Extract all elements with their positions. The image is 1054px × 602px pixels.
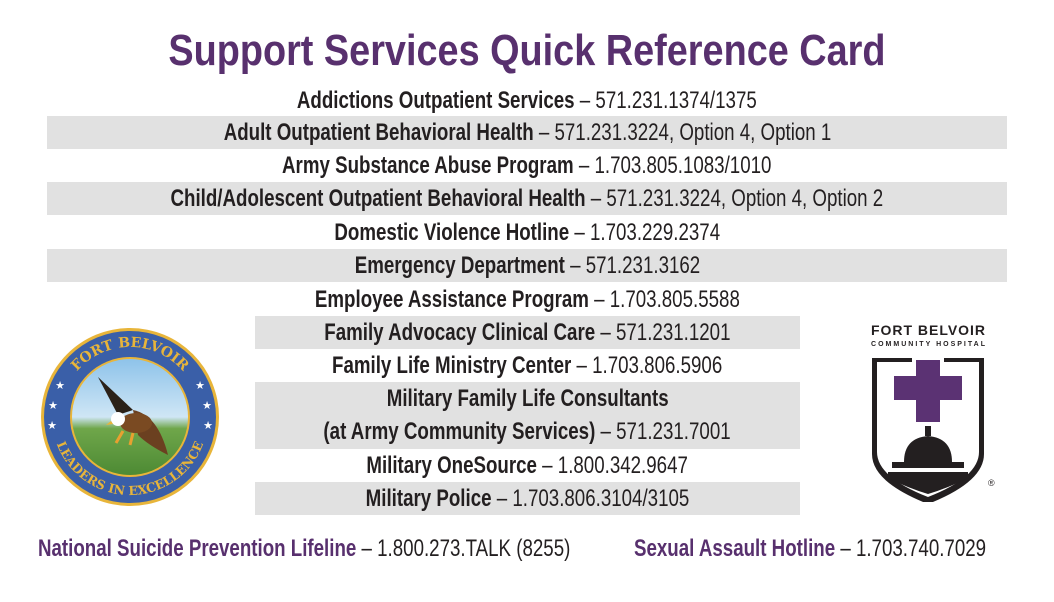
service-number: 571.231.1201 [616,319,731,346]
service-number: 1.703.229.2374 [589,219,720,246]
service-row-adult-bh: Adult Outpatient Behavioral Health – 571… [47,116,1007,149]
footer-number: 1.703.740.7029 [855,535,987,562]
service-number: 571.231.1374/1375 [595,87,757,114]
sep: – [568,219,590,246]
sep: – [537,452,559,479]
service-row-emergency: Emergency Department – 571.231.3162 [47,249,1007,282]
footer-suicide-lifeline: National Suicide Prevention Lifeline – 1… [38,532,721,566]
svg-text:★: ★ [195,380,205,392]
eagle-icon [98,377,168,455]
service-row-eap: Employee Assistance Program – 1.703.805.… [47,283,1007,316]
sep: – [571,352,593,379]
sep: – [574,87,596,114]
sep: – [585,185,607,212]
service-number: 571.231.3224, Option 4, Option 1 [553,119,831,146]
service-name: Military OneSource [366,452,538,479]
star-icons: ★ ★ ★ ★ ★ ★ [47,380,213,432]
service-name: Family Advocacy Clinical Care [324,319,596,346]
footer-name: Sexual Assault Hotline [634,535,836,562]
service-number: 1.703.806.3104/3105 [512,485,690,512]
service-number: 571.231.3224, Option 4, Option 2 [606,185,884,212]
svg-text:★: ★ [48,400,58,412]
service-row-dv-hotline: Domestic Violence Hotline – 1.703.229.23… [47,216,1007,249]
svg-text:★: ★ [47,420,57,432]
capitol-dome-icon [888,426,968,494]
sep: – [491,485,513,512]
service-name: Military Police [365,485,492,512]
sep: – [564,252,586,279]
sep: – [835,535,856,562]
service-row-military-police: Military Police – 1.703.806.3104/3105 [255,482,800,515]
service-row-family-life-ministry: Family Life Ministry Center – 1.703.806.… [255,349,800,382]
hospital-logo-line1: FORT BELVOIR [871,322,985,338]
page-title: Support Services Quick Reference Card [168,26,886,75]
svg-text:★: ★ [202,400,212,412]
service-name: Employee Assistance Program [314,286,589,313]
sep: – [356,535,378,562]
cross-icon [894,360,962,422]
service-row-asap: Army Substance Abuse Program – 1.703.805… [47,149,1007,182]
service-name: Military Family Life Consultants [386,385,669,412]
service-number: 571.231.7001 [616,418,732,445]
service-row-onesource: Military OneSource – 1.800.342.9647 [255,449,800,482]
sep: – [533,119,554,146]
service-number: 571.231.3162 [585,252,700,279]
service-name: Army Substance Abuse Program [282,152,574,179]
fort-belvoir-seal-logo: FORT BELVOIR LEADERS IN EXCELLENCE ★★★ ★… [41,328,219,506]
service-name: Child/Adolescent Outpatient Behavioral H… [170,185,586,212]
registered-mark: ® [988,478,995,488]
hospital-logo: FORT BELVOIR COMMUNITY HOSPITAL ® [871,322,995,502]
sep: – [595,418,617,445]
footer-name: National Suicide Prevention Lifeline [38,535,357,562]
hospital-logo-line2: COMMUNITY HOSPITAL [871,341,986,348]
service-name: Domestic Violence Hotline [334,219,569,246]
svg-text:★: ★ [55,380,65,392]
footer-number: 1.800.273.TALK (8255) [377,535,571,562]
sep: – [595,319,617,346]
footer-sexual-assault-hotline: Sexual Assault Hotline – 1.703.740.7029 [634,532,1054,566]
service-number: 1.703.805.5588 [609,286,740,313]
service-row-addictions: Addictions Outpatient Services – 571.231… [47,84,1007,117]
svg-text:★: ★ [203,420,213,432]
service-name: Family Life Ministry Center [332,352,572,379]
service-row-family-advocacy: Family Advocacy Clinical Care – 571.231.… [255,316,800,349]
sep: – [588,286,610,313]
service-name: Addictions Outpatient Services [297,87,575,114]
service-number: 1.800.342.9647 [558,452,689,479]
service-row-child-bh: Child/Adolescent Outpatient Behavioral H… [47,182,1007,215]
sep: – [573,152,595,179]
service-number: 1.703.805.1083/1010 [594,152,772,179]
service-row-mflc: Military Family Life Consultants (at Arm… [255,382,800,449]
service-name-line2: (at Army Community Services) [323,418,596,445]
service-name: Adult Outpatient Behavioral Health [223,119,534,146]
service-number: 1.703.806.5906 [592,352,723,379]
service-name: Emergency Department [354,252,565,279]
